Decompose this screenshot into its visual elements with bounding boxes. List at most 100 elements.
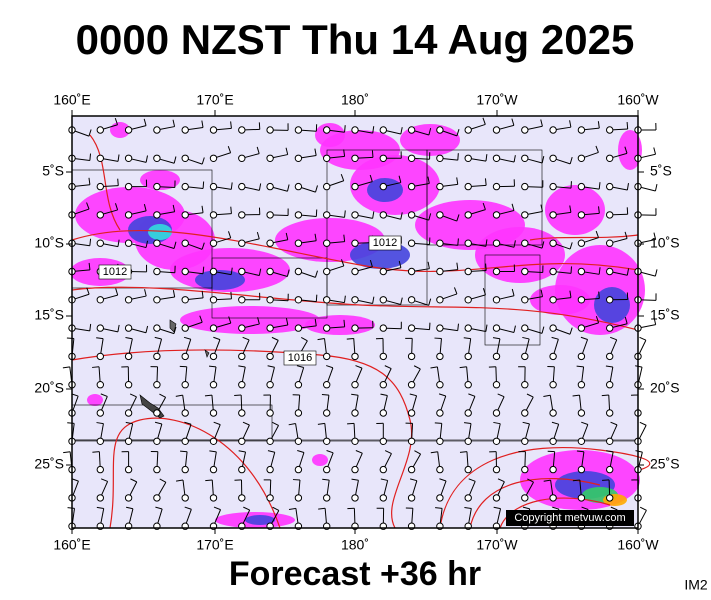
wind-barb-feather <box>86 287 90 295</box>
wind-barb-feather <box>639 421 647 426</box>
lat-label-left: 5˚S <box>42 163 64 179</box>
wind-station <box>379 381 387 389</box>
lat-label-right: 5˚S <box>650 163 672 179</box>
wind-barb-feather <box>653 232 657 240</box>
wind-station <box>153 211 161 219</box>
wind-barb-feather <box>213 421 221 426</box>
wind-station <box>464 409 472 417</box>
wind-station <box>238 409 246 417</box>
wind-station <box>606 409 614 417</box>
wind-station <box>266 211 274 219</box>
wind-barb-feather <box>159 393 166 398</box>
wind-barb-feather <box>199 315 203 323</box>
wind-barb-feather <box>340 174 345 181</box>
wind-barb-feather <box>372 126 375 134</box>
wind-station <box>266 182 274 191</box>
wind-barb-feather <box>145 240 149 248</box>
wind-barb-feather <box>315 185 318 193</box>
wind-barb-feather <box>155 506 163 510</box>
wind-station <box>266 324 274 332</box>
wind-station <box>549 239 557 247</box>
wind-barb-feather <box>569 327 573 335</box>
wind-barb-feather <box>63 451 71 454</box>
wind-barb-feather <box>172 290 176 298</box>
wind-barb-feather <box>271 336 279 341</box>
wind-station <box>436 437 444 445</box>
wind-barb-feather <box>86 202 90 210</box>
wind-station <box>577 267 586 276</box>
wind-barb-feather <box>288 507 296 511</box>
wind-barb-feather <box>126 506 134 510</box>
isobar-label: 1012 <box>373 237 397 249</box>
wind-station <box>209 182 218 191</box>
wind-station <box>96 324 105 332</box>
wind-station <box>549 267 557 276</box>
wind-barb-feather <box>88 129 92 137</box>
wind-station <box>153 296 161 304</box>
wind-station <box>492 409 501 417</box>
lon-label-top: 160˚E <box>53 92 90 108</box>
wind-barb-feather <box>541 326 545 334</box>
wind-station <box>492 267 501 276</box>
wind-barb-feather <box>434 422 442 424</box>
wind-barb-feather <box>456 129 460 137</box>
lon-label-top: 160˚W <box>617 92 659 108</box>
wind-station <box>323 352 331 361</box>
wind-barb-feather <box>117 178 119 186</box>
wind-barb-feather <box>159 478 167 483</box>
wind-station <box>606 465 614 474</box>
wind-barb-feather <box>626 122 629 130</box>
wind-barb-feather <box>485 324 488 332</box>
wind-barb-feather <box>285 232 289 240</box>
wind-station <box>577 211 586 219</box>
wind-barb-feather <box>145 155 149 163</box>
wind-station <box>323 465 331 474</box>
wind-station <box>606 182 614 191</box>
wind-station <box>577 239 586 247</box>
wind-barb-feather <box>384 365 392 369</box>
lon-label-top: 170˚W <box>476 92 518 108</box>
wind-barb-feather <box>314 148 317 156</box>
wind-station <box>266 437 274 445</box>
isobar <box>71 286 639 331</box>
wind-station <box>351 352 359 361</box>
wind-barb-feather <box>400 297 403 305</box>
wind-station <box>606 296 614 304</box>
wind-station <box>577 182 586 191</box>
wind-barb-feather <box>610 506 618 511</box>
wind-station <box>577 296 586 304</box>
wind-station <box>96 126 105 134</box>
wind-station <box>351 239 359 247</box>
wind-barb-feather <box>369 174 373 182</box>
wind-station <box>124 211 133 219</box>
wind-barb-feather <box>115 288 119 296</box>
wind-barb-feather <box>173 326 177 334</box>
wind-barb-feather <box>463 337 471 340</box>
wind-barb-feather <box>89 238 92 246</box>
wind-station <box>96 494 105 502</box>
wind-barb-feather <box>344 125 346 133</box>
wind-barb-feather <box>654 184 658 192</box>
wind-barb-feather <box>204 394 212 397</box>
wind-barb-feather <box>497 478 505 483</box>
region-box <box>484 254 541 346</box>
wind-station <box>379 211 387 219</box>
wind-station <box>153 267 161 276</box>
wind-station <box>407 154 416 163</box>
wind-station <box>521 239 529 247</box>
wind-station <box>351 437 359 445</box>
wind-barb-feather <box>428 128 432 136</box>
wind-station <box>521 126 529 134</box>
wind-barb-feather <box>230 182 233 190</box>
wind-barb-feather <box>457 238 459 246</box>
wind-barb-feather <box>427 261 430 269</box>
isobar-label-box <box>283 350 317 366</box>
wind-barb-feather <box>459 451 467 453</box>
wind-station <box>549 324 557 332</box>
lon-label-top: 170˚E <box>196 92 233 108</box>
wind-station <box>549 494 557 502</box>
wind-barb-feather <box>297 450 305 453</box>
wind-station <box>323 494 331 502</box>
wind-barb-feather <box>541 241 545 249</box>
